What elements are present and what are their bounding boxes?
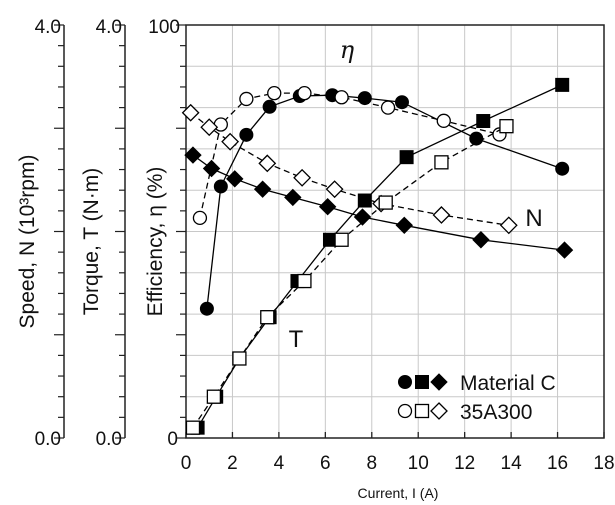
x-axis-title: Current, I (A) [358, 485, 439, 501]
torque-tick-label-bottom: 0.0 [96, 429, 122, 450]
data-point-filled-circle [357, 91, 372, 106]
data-point-open-circle [297, 85, 312, 101]
data-point-open-diamond [200, 118, 219, 137]
grid-lines [185, 24, 605, 439]
series-group [181, 77, 574, 435]
data-point-open-circle [192, 210, 208, 226]
x-tick-label: 2 [227, 453, 238, 474]
legend-label: 35A300 [460, 401, 532, 424]
efficiency-tick-label-top: 100 [148, 17, 180, 38]
x-tick-label: 16 [547, 453, 568, 474]
eta-curve-label: η [340, 36, 355, 64]
data-point-filled-square [399, 150, 414, 165]
x-tick-label: 18 [593, 453, 614, 474]
torque-curve-label: T [289, 326, 304, 353]
data-point-open-square [185, 420, 201, 435]
data-point-open-diamond [432, 206, 451, 224]
legend-marker-open-diamond [430, 402, 448, 420]
legend-entry: Material C [398, 372, 556, 395]
data-point-filled-diamond [226, 170, 244, 188]
data-point-filled-circle [394, 95, 409, 110]
series-speed-filled [184, 146, 574, 259]
speed-tick-label-bottom: 0.0 [35, 429, 61, 450]
x-tick-label: 4 [274, 453, 285, 474]
legend-marker-filled-square [415, 375, 429, 389]
data-point-filled-diamond [555, 241, 574, 259]
legend-marker-open-square [414, 403, 430, 419]
data-point-filled-circle [199, 301, 214, 316]
data-point-open-circle [267, 85, 282, 101]
data-point-open-square [232, 351, 247, 366]
data-point-filled-circle [239, 127, 254, 142]
data-point-open-diamond [325, 180, 344, 199]
data-point-open-square [260, 310, 275, 325]
labels-group: η N T [289, 36, 543, 353]
data-point-open-diamond [221, 132, 240, 151]
x-tick-label: 12 [454, 453, 475, 474]
legend-entry: 35A300 [397, 401, 532, 424]
x-tick-label: 14 [501, 453, 523, 474]
efficiency-tick-label-bottom: 0 [167, 429, 178, 450]
series-line [190, 112, 509, 226]
series-efficiency-open [192, 85, 507, 226]
speed-axis-title: Speed, N (10³rpm) [16, 155, 39, 329]
x-tick-label: 0 [181, 453, 192, 474]
data-point-open-circle [213, 117, 228, 132]
x-tick-label: 8 [366, 453, 377, 474]
efficiency-axis-title: Efficiency, η (%) [144, 167, 167, 317]
speed-curve-label: N [525, 205, 542, 232]
data-point-open-diamond [293, 168, 312, 187]
legend-marker-filled-circle [398, 375, 412, 389]
data-point-open-diamond [499, 216, 518, 235]
series-line [197, 84, 563, 429]
data-point-filled-circle [213, 179, 228, 194]
speed-tick-label-top: 4.0 [35, 17, 61, 38]
legend-marker-filled-diamond [430, 373, 448, 391]
data-point-filled-diamond [184, 146, 202, 164]
legend-label: Material C [460, 372, 556, 395]
torque-axis-title: Torque, T (N·m) [80, 168, 103, 315]
series-torque-open [185, 119, 514, 435]
data-point-filled-circle [555, 161, 570, 176]
data-point-open-diamond [258, 154, 277, 173]
x-tick-label: 10 [408, 453, 429, 474]
data-point-filled-diamond [472, 231, 490, 249]
data-point-filled-diamond [395, 216, 413, 235]
data-point-filled-square [555, 77, 570, 92]
data-point-open-square [378, 195, 393, 210]
series-speed-open [181, 103, 518, 235]
data-point-open-square [434, 155, 449, 170]
data-point-open-circle [436, 113, 451, 128]
data-point-open-square [206, 389, 222, 404]
data-point-open-circle [239, 91, 254, 107]
data-point-open-diamond [181, 103, 200, 122]
data-point-filled-diamond [318, 198, 337, 216]
data-point-open-square [297, 273, 312, 289]
data-point-filled-diamond [253, 180, 272, 198]
torque-tick-label-top: 4.0 [96, 17, 122, 38]
data-point-filled-circle [262, 99, 277, 114]
x-tick-label: 6 [320, 453, 331, 474]
legend-marker-open-circle [397, 403, 413, 419]
data-point-filled-circle [469, 131, 484, 146]
series-line [192, 154, 565, 251]
data-point-open-circle [334, 90, 349, 105]
legend: Material C 35A300 [397, 372, 556, 424]
data-point-filled-diamond [284, 188, 302, 207]
axes: 0 2 4 6 8 10 12 14 16 18 Current, I (A) 4.0 0.0 Speed… [16, 17, 615, 501]
data-point-filled-diamond [353, 208, 372, 226]
data-point-open-square [334, 232, 349, 247]
data-point-open-circle [380, 100, 396, 115]
data-point-open-square [499, 119, 514, 134]
data-point-filled-square [476, 114, 491, 129]
